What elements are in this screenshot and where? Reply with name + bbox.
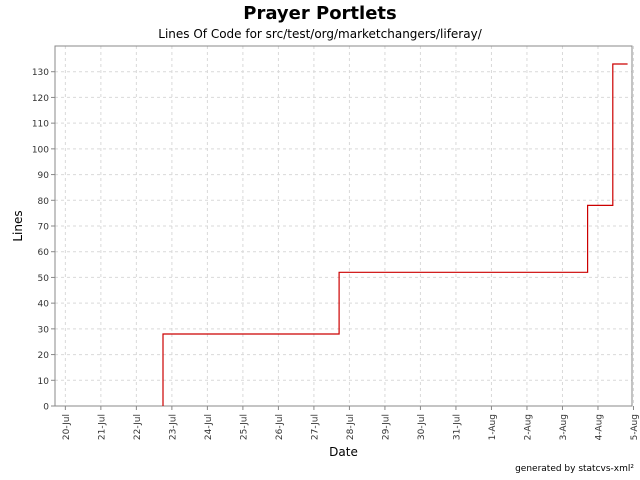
y-axis-label: Lines bbox=[11, 210, 25, 241]
x-tick-label: 30-Jul bbox=[417, 414, 427, 440]
x-tick-label: 27-Jul bbox=[310, 414, 320, 440]
y-tick-label: 20 bbox=[38, 351, 50, 361]
y-tick-label: 110 bbox=[32, 120, 49, 130]
x-tick-label: 26-Jul bbox=[275, 414, 285, 440]
x-tick-label: 23-Jul bbox=[168, 414, 178, 440]
x-tick-label: 22-Jul bbox=[133, 414, 143, 440]
y-tick-label: 100 bbox=[32, 145, 49, 155]
x-tick-label: 29-Jul bbox=[381, 414, 391, 440]
x-tick-label: 1-Aug bbox=[488, 414, 498, 440]
x-tick-label: 31-Jul bbox=[452, 414, 462, 440]
x-tick-label: 2-Aug bbox=[523, 414, 533, 440]
y-tick-label: 70 bbox=[38, 223, 50, 233]
y-tick-label: 120 bbox=[32, 94, 49, 104]
x-tick-label: 28-Jul bbox=[346, 414, 356, 440]
chart-title: Prayer Portlets bbox=[243, 3, 397, 24]
y-tick-label: 0 bbox=[43, 403, 49, 413]
y-tick-label: 60 bbox=[38, 248, 50, 258]
x-tick-label: 20-Jul bbox=[62, 414, 72, 440]
x-tick-label: 4-Aug bbox=[594, 414, 604, 440]
y-axis: 0 10 20 30 40 50 60 70 80 90 100 110 120 130 bbox=[32, 68, 55, 413]
grid-lines bbox=[55, 46, 634, 407]
x-tick-label: 24-Jul bbox=[204, 414, 214, 440]
x-tick-label: 5-Aug bbox=[630, 414, 640, 440]
chart-subtitle: Lines Of Code for src/test/org/marketcha… bbox=[158, 27, 482, 41]
y-tick-label: 80 bbox=[38, 197, 50, 207]
series-group bbox=[162, 63, 628, 406]
generator-credit: generated by statcvs-xml² bbox=[515, 464, 634, 474]
y-tick-label: 50 bbox=[38, 274, 50, 284]
y-tick-label: 130 bbox=[32, 68, 49, 78]
series-line-0 bbox=[162, 63, 628, 406]
y-tick-label: 40 bbox=[38, 300, 50, 310]
x-axis-label: Date bbox=[329, 445, 358, 459]
y-tick-label: 10 bbox=[38, 377, 50, 387]
x-tick-label: 3-Aug bbox=[559, 414, 569, 440]
y-tick-label: 90 bbox=[38, 171, 50, 181]
x-axis: 20-Jul 21-Jul 22-Jul 23-Jul 24-Jul 25-Jul 26-J… bbox=[62, 406, 640, 440]
x-tick-label: 21-Jul bbox=[97, 414, 107, 440]
y-tick-label: 30 bbox=[38, 325, 50, 335]
x-tick-label: 25-Jul bbox=[239, 414, 249, 440]
